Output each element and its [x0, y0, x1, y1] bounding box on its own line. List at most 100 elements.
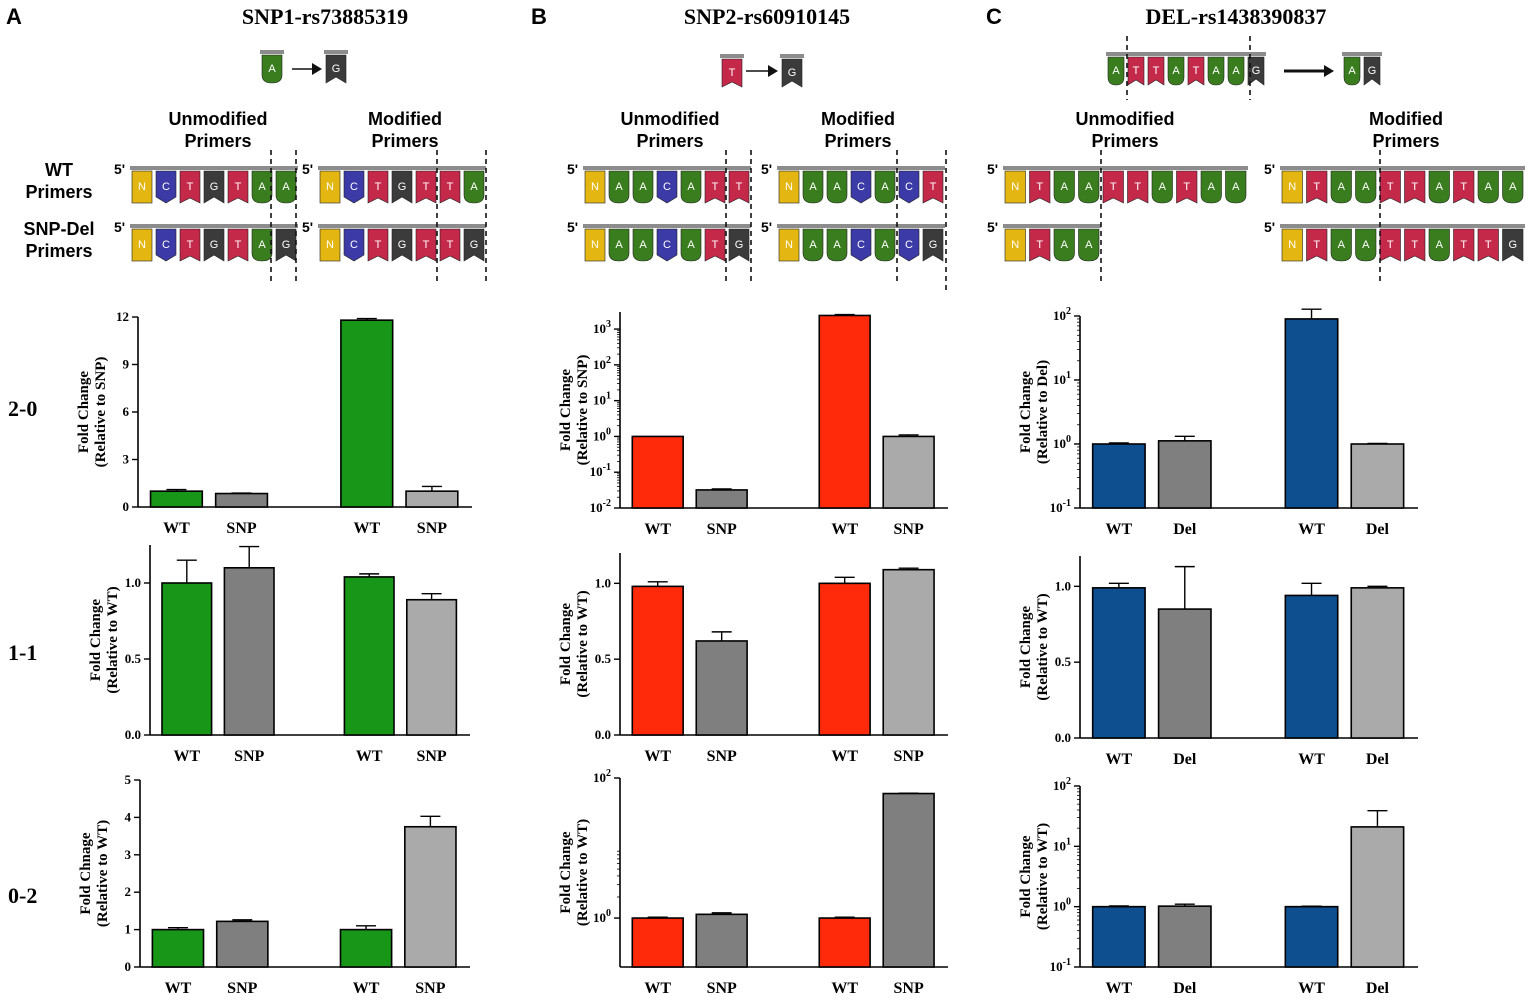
nucleotide-body — [826, 170, 848, 204]
nucleotide-body — [1453, 228, 1475, 262]
x-category-label: SNP — [417, 520, 447, 537]
x-category-label: WT — [644, 980, 671, 997]
nucleotide-letter: T — [729, 67, 736, 79]
nucleotide-A: A — [825, 224, 849, 262]
strand-a-unmod-mut: 5' — [114, 219, 125, 235]
nucleotide-A: A — [250, 166, 274, 204]
y-tick-label: 1.0 — [595, 575, 611, 590]
nucleotide-cap — [897, 224, 921, 228]
nucleotide-letter: T — [1485, 239, 1492, 251]
nucleotide-letter: A — [1085, 239, 1093, 251]
nucleotide-body — [1477, 228, 1499, 262]
nucleotide-letter: T — [447, 181, 454, 193]
primer-side-snp-del: SNP-Del Primers — [23, 219, 95, 261]
nucleotide-letter: G — [210, 181, 219, 193]
chart-a-2-0: 0 3 6 9 12 Fold Change(Relative to SNP) WT SNP W… — [76, 309, 472, 537]
nucleotide-cap — [366, 166, 390, 170]
nucleotide-letter: C — [162, 239, 170, 251]
nucleotide-body — [439, 228, 461, 262]
nucleotide-cap — [342, 224, 366, 228]
y-tick-label: 10-2 — [590, 498, 611, 515]
nucleotide-T: T — [438, 224, 462, 262]
nucleotide-body — [1176, 170, 1198, 204]
y-tick-label: 10-1 — [590, 462, 611, 479]
chart-b-2-0: 10-2 10-1 100 101 102 103 Fold Change(Relative… — [558, 312, 948, 538]
nucleotide-body — [1167, 56, 1185, 86]
nucleotide-body — [802, 228, 824, 262]
nucleotide-G: G — [202, 224, 226, 262]
nucleotide-cap — [825, 224, 849, 228]
panel-letter-c: C — [986, 4, 1002, 29]
nucleotide-body — [131, 228, 153, 262]
five-prime-label: 5' — [987, 219, 998, 235]
nucleotide-letter: C — [857, 239, 865, 251]
nucleotide-letter: T — [375, 239, 382, 251]
y-axis-label: Fold Chnage(Relative to WT) — [78, 820, 111, 927]
nucleotide-letter: T — [1133, 65, 1140, 77]
nucleotide-body — [1004, 228, 1026, 262]
nucleotide-T: T — [414, 224, 438, 262]
nucleotide-letter: T — [1036, 239, 1043, 251]
y-axis-label: Fold Change(Relative to SNP) — [76, 357, 109, 468]
nucleotide-letter: A — [639, 239, 647, 251]
bar-wt — [1091, 443, 1146, 509]
nucleotide-cap — [1378, 224, 1403, 228]
primer-header-unmodified-a: Unmodified Primers — [168, 109, 268, 151]
nucleotide-letter: A — [1208, 181, 1216, 193]
y-tick-label: 0 — [123, 499, 130, 514]
nucleotide-body — [608, 228, 630, 262]
bar-wt — [631, 917, 684, 968]
nucleotide-cap — [777, 224, 801, 228]
bar-wt — [1091, 905, 1146, 968]
nucleotide-cap — [679, 166, 703, 170]
nucleotide-body — [391, 228, 413, 262]
mutation-arrow-a — [292, 63, 322, 75]
nucleotide-G: G — [1500, 224, 1525, 262]
nucleotide-cap — [1226, 52, 1246, 56]
nucleotide-cap — [1027, 166, 1052, 170]
nucleotide-A: A — [1476, 166, 1501, 204]
x-category-label: WT — [165, 980, 192, 997]
nucleotide-body — [728, 170, 750, 204]
nucleotide-cap — [202, 224, 226, 228]
nucleotide-letter: A — [1485, 181, 1493, 193]
nucleotide-body — [155, 228, 177, 262]
nucleotide-cap — [324, 50, 348, 54]
bar-wt — [161, 582, 213, 736]
nucleotide-body — [1404, 170, 1426, 204]
nucleotide-body — [1247, 56, 1265, 86]
nucleotide-cap — [1304, 224, 1329, 228]
primer-header-unmodified-b: Unmodified Primers — [620, 109, 720, 151]
nucleotide-body — [656, 228, 678, 262]
y-axis-label: Fold Change(Relative to Del) — [1018, 360, 1051, 464]
nucleotide-cap — [1146, 52, 1166, 56]
y-tick-label: 3 — [125, 847, 132, 862]
strand-c-mod-mut: 5' — [1264, 219, 1275, 235]
nucleotide-A: A — [607, 166, 631, 204]
nucleotide-cap — [1052, 224, 1077, 228]
nucleotide-cap — [1003, 166, 1028, 170]
nucleotide-body — [826, 228, 848, 262]
nucleotide-letter: A — [687, 239, 695, 251]
nucleotide-cap — [1280, 224, 1305, 228]
nucleotide-letter: C — [663, 181, 671, 193]
chart-a-0-2: 0 1 2 3 4 5 Fold Chnage(Relative to WT) WT SNP WT… — [78, 772, 470, 997]
nucleotide-letter: A — [1112, 65, 1120, 77]
nucleotide-letter: T — [712, 239, 719, 251]
nucleotide-body — [704, 228, 726, 262]
nucleotide-body — [261, 54, 283, 84]
mutation-from-A: A — [1166, 52, 1186, 86]
nucleotide-T: T — [178, 224, 202, 262]
nucleotide-body — [632, 170, 654, 204]
nucleotide-cap — [250, 224, 274, 228]
nucleotide-cap — [154, 224, 178, 228]
nucleotide-cap — [178, 166, 202, 170]
nucleotide-body — [781, 58, 803, 88]
nucleotide-body — [251, 228, 273, 262]
nucleotide-body — [1053, 228, 1075, 262]
nucleotide-cap — [1206, 52, 1226, 56]
nucleotide-cap — [226, 166, 250, 170]
bar-del — [1350, 826, 1405, 968]
nucleotide-cap — [1126, 52, 1146, 56]
